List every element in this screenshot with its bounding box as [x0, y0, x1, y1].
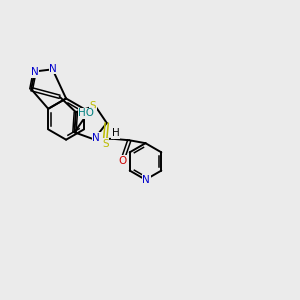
Text: HO: HO: [78, 108, 94, 118]
Text: N: N: [31, 67, 38, 77]
Text: N: N: [49, 64, 57, 74]
Text: N: N: [92, 133, 100, 143]
Text: O: O: [118, 156, 127, 166]
Text: S: S: [102, 139, 109, 148]
Text: N: N: [142, 175, 150, 185]
Text: H: H: [112, 128, 120, 139]
Text: S: S: [89, 101, 96, 111]
